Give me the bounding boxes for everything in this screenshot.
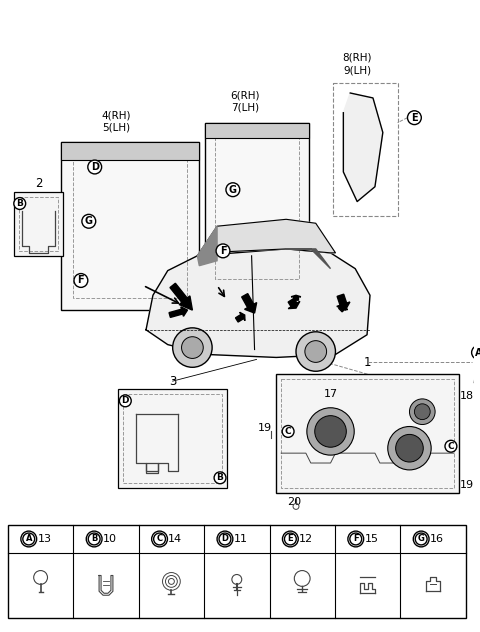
Bar <box>19 197 58 251</box>
Circle shape <box>82 214 96 228</box>
Text: B: B <box>16 199 23 208</box>
Text: G: G <box>229 185 237 195</box>
Text: A: A <box>475 348 480 358</box>
Circle shape <box>88 160 102 174</box>
Circle shape <box>305 341 326 362</box>
Polygon shape <box>197 226 217 265</box>
Text: 13: 13 <box>37 534 51 544</box>
Text: 11: 11 <box>234 534 248 544</box>
Circle shape <box>74 274 88 288</box>
FancyArrow shape <box>241 294 257 313</box>
Bar <box>215 133 299 279</box>
FancyArrow shape <box>169 307 188 317</box>
Text: 14: 14 <box>168 534 182 544</box>
Bar <box>61 142 199 310</box>
FancyArrow shape <box>236 312 245 322</box>
Text: D: D <box>121 396 129 405</box>
Circle shape <box>214 472 226 483</box>
Circle shape <box>216 244 230 258</box>
Text: A: A <box>25 535 32 544</box>
Text: 20: 20 <box>287 497 301 507</box>
Text: 19: 19 <box>257 423 272 434</box>
Circle shape <box>120 395 131 407</box>
Bar <box>281 379 454 488</box>
Text: 17: 17 <box>324 389 337 399</box>
Text: C: C <box>156 535 163 544</box>
Bar <box>8 525 466 618</box>
Polygon shape <box>286 249 331 269</box>
Text: G: G <box>85 216 93 226</box>
FancyArrow shape <box>337 294 350 310</box>
Circle shape <box>388 427 431 470</box>
Text: 6(RH)
7(LH): 6(RH) 7(LH) <box>230 90 260 112</box>
Text: 2: 2 <box>35 178 42 190</box>
Circle shape <box>396 434 423 462</box>
Circle shape <box>414 404 430 420</box>
Text: 16: 16 <box>430 534 444 544</box>
Circle shape <box>173 328 212 367</box>
Bar <box>205 123 309 138</box>
FancyArrow shape <box>170 283 192 310</box>
Bar <box>119 389 227 488</box>
Text: F: F <box>353 535 359 544</box>
Text: 15: 15 <box>364 534 379 544</box>
Text: F: F <box>78 276 84 286</box>
Circle shape <box>409 399 435 425</box>
Text: C: C <box>447 442 454 451</box>
Circle shape <box>296 332 336 371</box>
Circle shape <box>307 408 354 455</box>
Text: B: B <box>216 473 224 482</box>
Text: 19: 19 <box>460 480 474 490</box>
Polygon shape <box>197 219 336 256</box>
Text: C: C <box>285 427 291 436</box>
Text: F: F <box>220 246 226 256</box>
Circle shape <box>445 441 457 452</box>
FancyArrow shape <box>291 295 301 300</box>
Bar <box>61 142 199 160</box>
Polygon shape <box>343 93 383 202</box>
Text: D: D <box>91 162 99 172</box>
Text: 4(RH)
5(LH): 4(RH) 5(LH) <box>102 110 131 133</box>
Circle shape <box>315 416 347 447</box>
FancyArrow shape <box>288 298 300 308</box>
Text: E: E <box>411 112 418 123</box>
Text: 18: 18 <box>460 391 474 401</box>
Polygon shape <box>146 249 370 358</box>
Circle shape <box>14 198 25 209</box>
Bar <box>123 394 222 483</box>
Text: E: E <box>288 535 293 544</box>
Bar <box>334 83 397 216</box>
Circle shape <box>408 111 421 125</box>
Bar <box>14 191 63 256</box>
Text: B: B <box>91 535 97 544</box>
Text: 10: 10 <box>103 534 117 544</box>
Circle shape <box>472 346 480 360</box>
Text: 8(RH)
9(LH): 8(RH) 9(LH) <box>342 53 372 75</box>
Text: 1: 1 <box>364 356 372 369</box>
Text: 12: 12 <box>299 534 313 544</box>
Bar <box>205 123 309 288</box>
Circle shape <box>226 183 240 197</box>
Text: 3: 3 <box>169 375 176 387</box>
FancyArrow shape <box>339 303 348 312</box>
Circle shape <box>282 425 294 437</box>
Bar <box>73 154 188 298</box>
Text: G: G <box>418 535 425 544</box>
Text: D: D <box>221 535 228 544</box>
Circle shape <box>181 337 203 358</box>
Bar <box>276 374 459 492</box>
